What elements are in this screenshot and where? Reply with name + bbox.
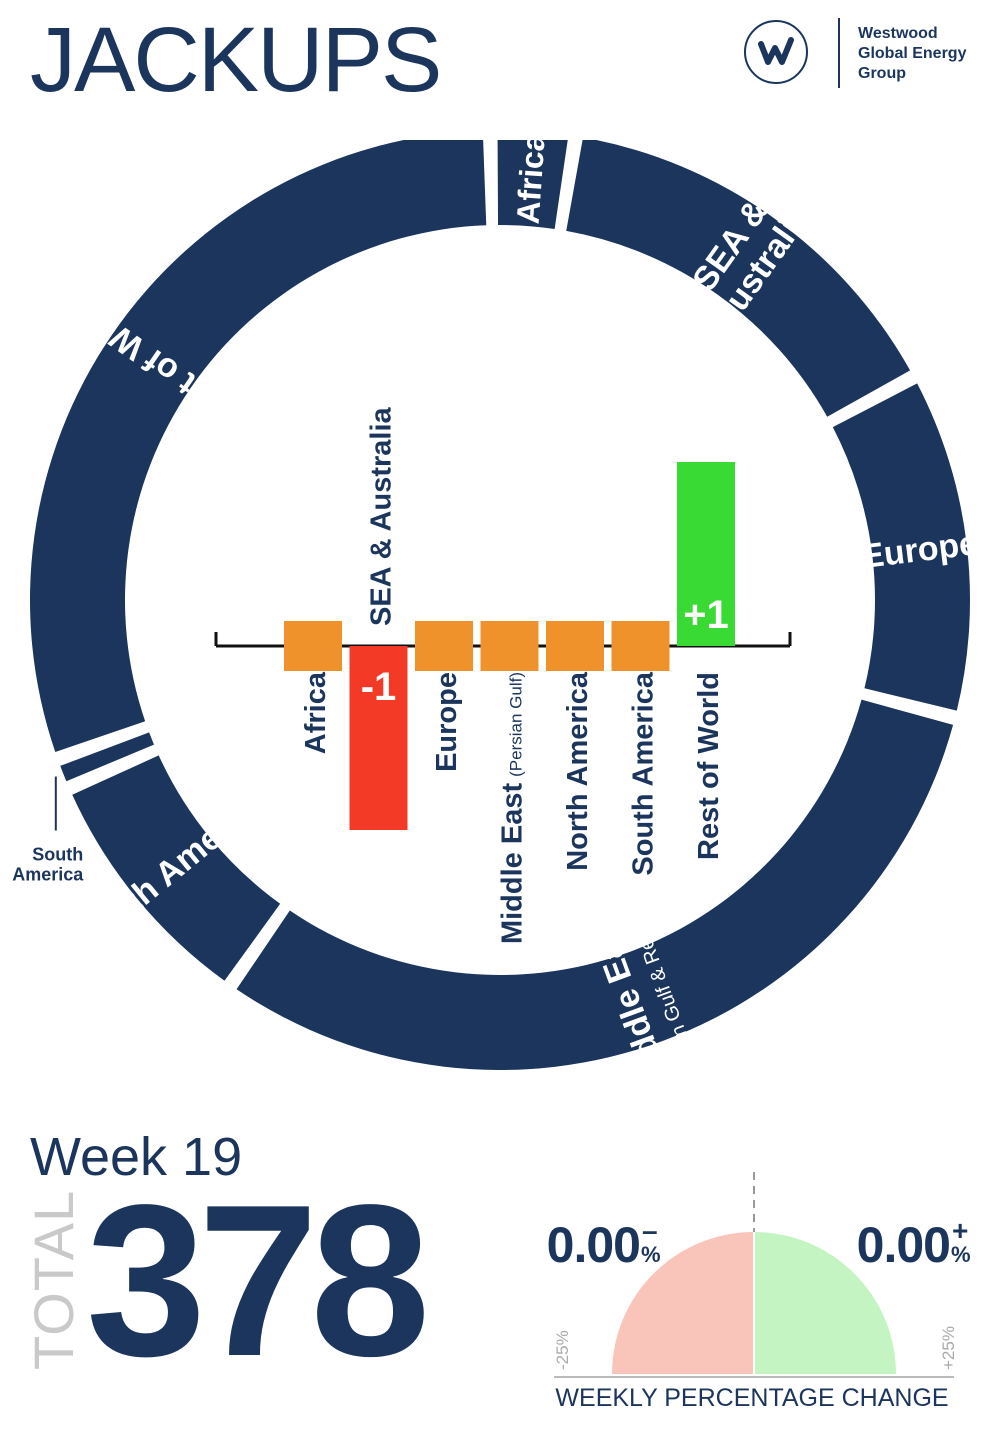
donut-slice-europe: [832, 383, 970, 711]
weekly-change-gauge: -25% +25%0.00 –% 0.00 +%WEEKLY PERCENTAGE CH…: [547, 1172, 971, 1412]
bar-category-label: Middle East (Persian Gulf): [497, 672, 529, 944]
donut-slice-africa: [497, 140, 568, 229]
gauge-positive-half: [754, 1232, 896, 1374]
bar-europe: [415, 621, 473, 671]
gauge-negative-half: [612, 1232, 754, 1374]
bar-category-label: Europe: [431, 672, 463, 772]
gauge-value: 0.00 +%: [857, 1215, 971, 1273]
logo-text: Westwood Global Energy Group: [858, 24, 966, 84]
bar-category-label: South America: [628, 671, 660, 875]
gauge-min-label: -25%: [553, 1330, 572, 1370]
gauge-title: WEEKLY PERCENTAGE CHANGE: [555, 1384, 948, 1412]
donut-external-label: South: [32, 845, 83, 865]
bar-north-america: [546, 621, 604, 671]
donut-label-africa: Africa: [510, 140, 552, 225]
bar-category-label-main: South America: [628, 671, 660, 875]
donut-slice-rest-of-world: [30, 140, 487, 753]
bar-category-label-main: SEA & Australia: [366, 406, 398, 626]
bar-category-label-main: Europe: [431, 672, 463, 772]
donut-slice-middle-east: [236, 699, 954, 1070]
gauge-value: 0.00 –%: [547, 1215, 661, 1273]
bar-rest-of-world: [677, 462, 735, 646]
total-label: TOTAL: [22, 1189, 85, 1370]
bar-sea-and-australia: [349, 646, 408, 830]
bar-category-label-main: Rest of World: [693, 672, 725, 860]
bar-africa: [284, 621, 342, 671]
gauge-max-label: +25%: [939, 1326, 958, 1370]
gauge-value-unit: %: [951, 1242, 971, 1267]
page-title: JACKUPS: [30, 9, 442, 111]
bar-data-label: +1: [683, 593, 729, 637]
donut-slice-north-america: [72, 755, 281, 981]
donut-slice-south-america: [60, 732, 155, 782]
total-value: 378: [86, 1159, 430, 1401]
bar-category-label-main: North America: [562, 671, 594, 871]
gauge-value-sign: –: [642, 1215, 658, 1246]
bar-category-label: North America: [562, 671, 594, 871]
bar-category-label-main: Middle East: [497, 783, 529, 944]
logo-divider: [838, 18, 840, 88]
westwood-w-logo-icon: [744, 20, 808, 84]
bar-category-label: Africa: [300, 671, 332, 754]
westwood-logo: Westwood Global Energy Group: [744, 18, 994, 98]
week-label: Week 19: [30, 1127, 243, 1187]
logo-line: Westwood: [858, 25, 938, 42]
bar-category-label: SEA & Australia: [366, 406, 398, 626]
bar-category-label: Rest of World: [693, 672, 725, 860]
donut-slice-sea-and-australia: [566, 140, 911, 417]
bar-south-america: [611, 621, 670, 671]
bar-data-label: -1: [361, 665, 397, 709]
gauge-value-sign: +: [952, 1215, 968, 1246]
gauge-value-number: 0.00: [547, 1217, 640, 1273]
bar-category-label-main: Africa: [300, 671, 332, 754]
gauge-value-unit: %: [641, 1242, 661, 1267]
logo-line: Global Energy: [858, 45, 967, 62]
donut-external-label: America: [12, 865, 84, 885]
donut-label-text: Africa: [510, 140, 552, 225]
weekly-change-bar-chart: Africa -1 SEA & Australia Europe Middle East…: [214, 406, 792, 944]
bar-middle-east: [480, 621, 539, 671]
gauge-value-number: 0.00: [857, 1217, 950, 1273]
bar-category-label-sub: (Persian Gulf): [507, 672, 526, 777]
logo-line: Group: [858, 65, 906, 82]
